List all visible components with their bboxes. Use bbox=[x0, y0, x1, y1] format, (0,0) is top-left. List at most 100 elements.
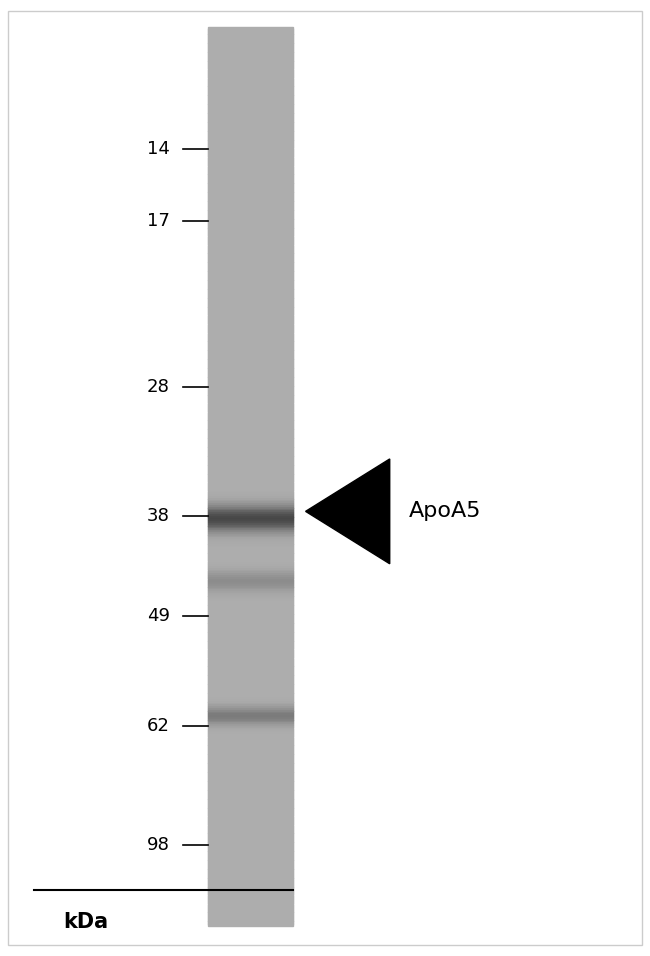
Bar bbox=[209, 613, 292, 616]
Bar bbox=[209, 163, 292, 166]
Bar bbox=[209, 492, 292, 495]
Bar bbox=[209, 834, 292, 836]
Bar bbox=[209, 341, 292, 344]
Bar bbox=[209, 196, 292, 199]
Bar bbox=[209, 27, 292, 30]
Bar bbox=[209, 588, 292, 590]
Bar bbox=[209, 914, 292, 917]
Bar bbox=[209, 380, 292, 382]
Bar bbox=[209, 521, 292, 524]
Bar bbox=[209, 623, 292, 626]
Bar bbox=[209, 108, 292, 111]
Bar bbox=[209, 225, 292, 228]
Bar bbox=[209, 320, 292, 323]
Bar bbox=[209, 429, 292, 432]
Bar bbox=[209, 627, 292, 630]
Bar bbox=[209, 857, 292, 859]
Bar bbox=[209, 733, 292, 736]
Bar bbox=[209, 676, 292, 678]
Bar bbox=[209, 218, 292, 220]
Bar bbox=[209, 860, 292, 863]
Bar bbox=[209, 404, 292, 407]
Bar bbox=[209, 133, 292, 136]
Bar bbox=[209, 819, 292, 822]
Bar bbox=[209, 760, 292, 763]
Bar bbox=[209, 423, 292, 425]
Bar bbox=[209, 59, 292, 62]
Bar bbox=[209, 764, 292, 766]
Bar bbox=[209, 208, 292, 211]
Bar bbox=[209, 711, 292, 714]
Bar bbox=[209, 862, 292, 865]
Bar bbox=[209, 889, 292, 892]
Bar bbox=[209, 99, 292, 101]
Bar bbox=[209, 144, 292, 146]
Bar bbox=[209, 345, 292, 348]
Bar bbox=[209, 762, 292, 765]
Bar bbox=[209, 911, 292, 913]
Bar bbox=[209, 618, 292, 620]
Bar bbox=[209, 873, 292, 876]
Bar bbox=[209, 413, 292, 416]
Bar bbox=[209, 893, 292, 896]
Bar bbox=[209, 916, 292, 919]
Bar bbox=[209, 656, 292, 659]
Bar bbox=[209, 40, 292, 43]
Bar bbox=[209, 333, 292, 336]
Bar bbox=[209, 824, 292, 827]
Bar bbox=[209, 603, 292, 606]
Bar bbox=[209, 871, 292, 874]
Polygon shape bbox=[306, 459, 390, 564]
Bar bbox=[209, 153, 292, 156]
Bar bbox=[209, 879, 292, 881]
Bar bbox=[209, 232, 292, 234]
Bar bbox=[209, 544, 292, 547]
Bar bbox=[209, 63, 292, 66]
Bar bbox=[209, 803, 292, 806]
Bar bbox=[209, 597, 292, 599]
Bar bbox=[209, 361, 292, 364]
Bar bbox=[209, 652, 292, 655]
Bar bbox=[209, 629, 292, 632]
Bar bbox=[209, 280, 292, 283]
Bar bbox=[209, 245, 292, 248]
Bar bbox=[209, 243, 292, 246]
Bar bbox=[209, 840, 292, 843]
Bar bbox=[209, 449, 292, 452]
Bar bbox=[209, 738, 292, 741]
Bar bbox=[209, 795, 292, 798]
Bar bbox=[209, 662, 292, 663]
Bar bbox=[209, 484, 292, 486]
Bar bbox=[209, 205, 292, 207]
Bar bbox=[209, 175, 292, 177]
Bar bbox=[209, 535, 292, 538]
Bar bbox=[209, 406, 292, 409]
Bar bbox=[209, 866, 292, 869]
Bar bbox=[209, 511, 292, 513]
Bar bbox=[209, 173, 292, 176]
Bar bbox=[209, 783, 292, 786]
Bar bbox=[209, 897, 292, 899]
Bar bbox=[209, 325, 292, 328]
Bar bbox=[209, 699, 292, 702]
Bar bbox=[209, 546, 292, 549]
Bar bbox=[209, 335, 292, 337]
Bar bbox=[209, 593, 292, 596]
Bar bbox=[209, 187, 292, 190]
Bar bbox=[209, 785, 292, 788]
Bar bbox=[209, 293, 292, 295]
Bar bbox=[209, 38, 292, 41]
Bar bbox=[209, 233, 292, 236]
Bar bbox=[209, 65, 292, 68]
Bar bbox=[209, 812, 292, 815]
Bar bbox=[209, 799, 292, 802]
Bar bbox=[209, 543, 292, 545]
Bar bbox=[209, 67, 292, 70]
Bar bbox=[209, 501, 292, 504]
Bar bbox=[209, 705, 292, 706]
Bar bbox=[209, 462, 292, 465]
Bar bbox=[209, 114, 292, 117]
Bar bbox=[209, 575, 292, 577]
Bar bbox=[209, 791, 292, 793]
Bar bbox=[209, 555, 292, 558]
